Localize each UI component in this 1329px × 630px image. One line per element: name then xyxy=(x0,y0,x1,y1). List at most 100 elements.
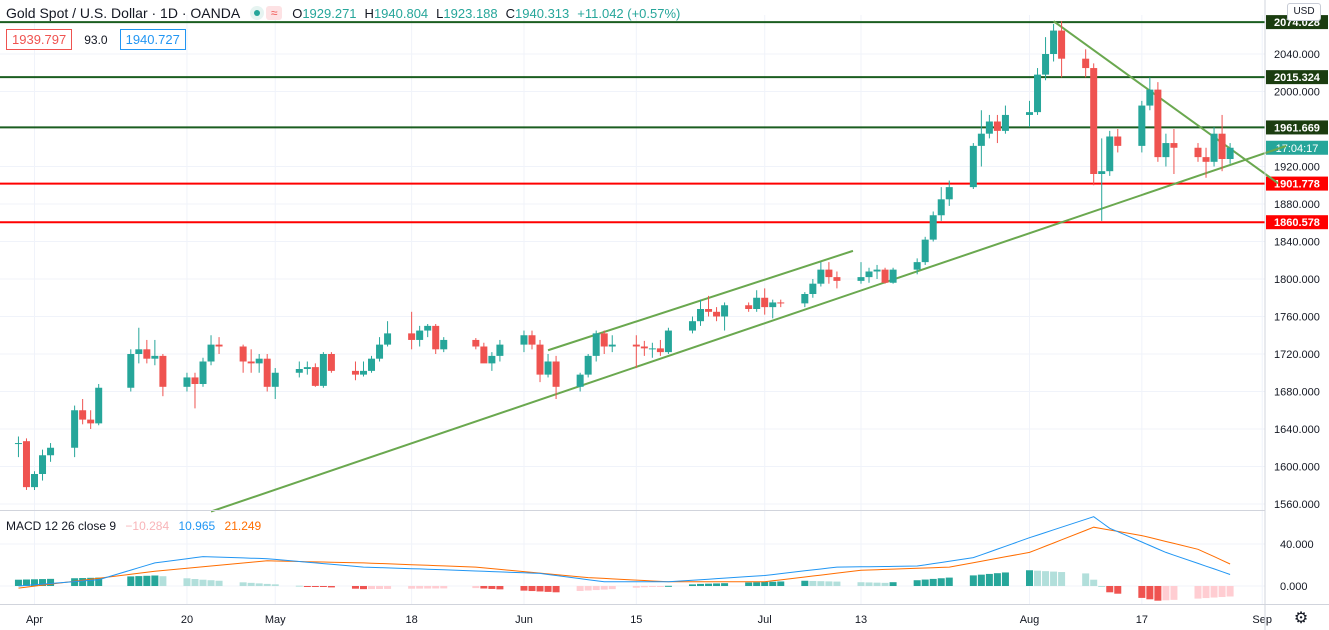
candle-body xyxy=(600,333,608,347)
candle-body xyxy=(95,387,103,424)
macd-histogram-bar xyxy=(311,586,319,587)
x-tick-label: 13 xyxy=(855,614,867,626)
low-label: L xyxy=(436,5,444,21)
candle-body xyxy=(1098,171,1106,174)
sell-button[interactable]: 1939.797 xyxy=(6,29,73,50)
level-label: 1901.778 xyxy=(1274,179,1320,191)
open-value: 1929.271 xyxy=(302,5,357,21)
candle-body xyxy=(408,333,416,340)
macd-histogram-bar xyxy=(432,586,440,589)
y-tick-label: 1560.000 xyxy=(1274,499,1320,511)
macd-histogram-bar xyxy=(721,583,729,586)
y-tick-label: 1840.000 xyxy=(1274,237,1320,249)
macd-histogram-bar xyxy=(1082,573,1090,586)
candle-body xyxy=(889,269,897,283)
macd-histogram-bar xyxy=(480,586,488,589)
candle-body xyxy=(697,309,705,322)
x-tick-label: 15 xyxy=(630,614,642,626)
candle-body xyxy=(1026,112,1033,115)
candle-body xyxy=(311,367,319,386)
gear-icon[interactable]: ⚙ xyxy=(1293,610,1309,627)
candle-body xyxy=(1106,136,1114,172)
candle-body xyxy=(319,354,327,386)
macd-histogram-bar xyxy=(1098,586,1106,587)
candle-body xyxy=(295,369,303,373)
macd-pane: 0.000 40.000 xyxy=(0,516,1314,601)
candles xyxy=(14,21,1234,490)
currency-button[interactable]: USD xyxy=(1287,3,1321,21)
macd-histogram-bar xyxy=(536,586,544,592)
macd-histogram-bar xyxy=(472,586,480,589)
macd-histogram-bar xyxy=(1138,586,1146,598)
y-tick-label: 1760.000 xyxy=(1274,312,1320,324)
candle-body xyxy=(1170,143,1178,148)
macd-histogram-bar xyxy=(127,576,135,586)
x-tick-label: Aug xyxy=(1020,614,1040,626)
macd-histogram-bar xyxy=(881,582,889,586)
candle-body xyxy=(881,269,889,283)
macd-histogram-bar xyxy=(376,586,384,589)
macd-histogram-bar xyxy=(1114,586,1122,594)
candle-body xyxy=(1058,30,1066,59)
x-tick-label: May xyxy=(265,614,286,626)
candle-body xyxy=(817,269,825,284)
macd-histogram-bar xyxy=(528,586,536,592)
candle-body xyxy=(993,121,1001,131)
candle-body xyxy=(416,330,424,340)
macd-histogram-bar xyxy=(921,579,929,586)
candle-body xyxy=(384,333,392,345)
macd-line xyxy=(18,516,1231,587)
candle-body xyxy=(191,377,199,384)
y-tick-label: 1880.000 xyxy=(1274,199,1320,211)
x-tick-label: Jul xyxy=(758,614,772,626)
candle-body xyxy=(239,346,247,362)
macd-signal-value: 21.249 xyxy=(224,519,262,533)
macd-histogram-bar xyxy=(359,586,367,590)
macd-signal-line xyxy=(18,526,1231,589)
macd-histogram-bar xyxy=(632,586,640,588)
candle-body xyxy=(536,344,544,375)
candle-body xyxy=(1082,58,1090,69)
high-value: 1940.804 xyxy=(373,5,429,21)
macd-histogram-bar xyxy=(993,573,1001,586)
candle-body xyxy=(913,262,921,270)
low-value: 1923.188 xyxy=(443,5,498,21)
close-label: C xyxy=(505,5,516,21)
macd-histogram-bar xyxy=(384,586,392,589)
symbol-title[interactable]: Gold Spot / U.S. Dollar · 1D · OANDA xyxy=(6,5,241,21)
macd-histogram-bar xyxy=(688,584,696,586)
candle-body xyxy=(833,277,841,281)
macd-histogram-bar xyxy=(777,581,785,586)
candle-body xyxy=(1042,54,1050,75)
macd-line-value: 10.965 xyxy=(178,519,216,533)
macd-histogram-bar xyxy=(1170,586,1178,600)
candle-body xyxy=(576,374,584,387)
macd-histogram-bar xyxy=(552,586,560,593)
macd-histogram-bar xyxy=(1090,579,1098,586)
macd-histogram-bar xyxy=(969,575,977,586)
macd-title[interactable]: MACD 12 26 close 9 xyxy=(6,519,117,533)
macd-histogram-bar xyxy=(520,586,528,591)
macd-histogram-bar xyxy=(215,580,223,586)
candle-body xyxy=(873,269,881,272)
candle-body xyxy=(592,333,600,356)
macd-histogram-bar xyxy=(1194,586,1202,599)
macd-histogram-bar xyxy=(1226,586,1234,597)
buy-button[interactable]: 1940.727 xyxy=(119,29,186,50)
high-label: H xyxy=(364,5,374,21)
macd-histogram-bar xyxy=(263,583,271,586)
macd-histogram-bar xyxy=(488,586,496,589)
macd-histogram-bar xyxy=(937,578,945,586)
wave-icon[interactable]: ≈ xyxy=(266,6,283,20)
macd-histogram-bar xyxy=(319,586,327,587)
candle-body xyxy=(656,348,664,353)
macd-histogram-bar xyxy=(705,583,713,586)
candle-body xyxy=(977,133,985,146)
macd-histogram-bar xyxy=(873,582,881,586)
candle-body xyxy=(135,349,143,354)
candle-body xyxy=(271,372,279,387)
close-value: 1940.313 xyxy=(515,5,570,21)
macd-histogram-bar xyxy=(865,582,873,586)
